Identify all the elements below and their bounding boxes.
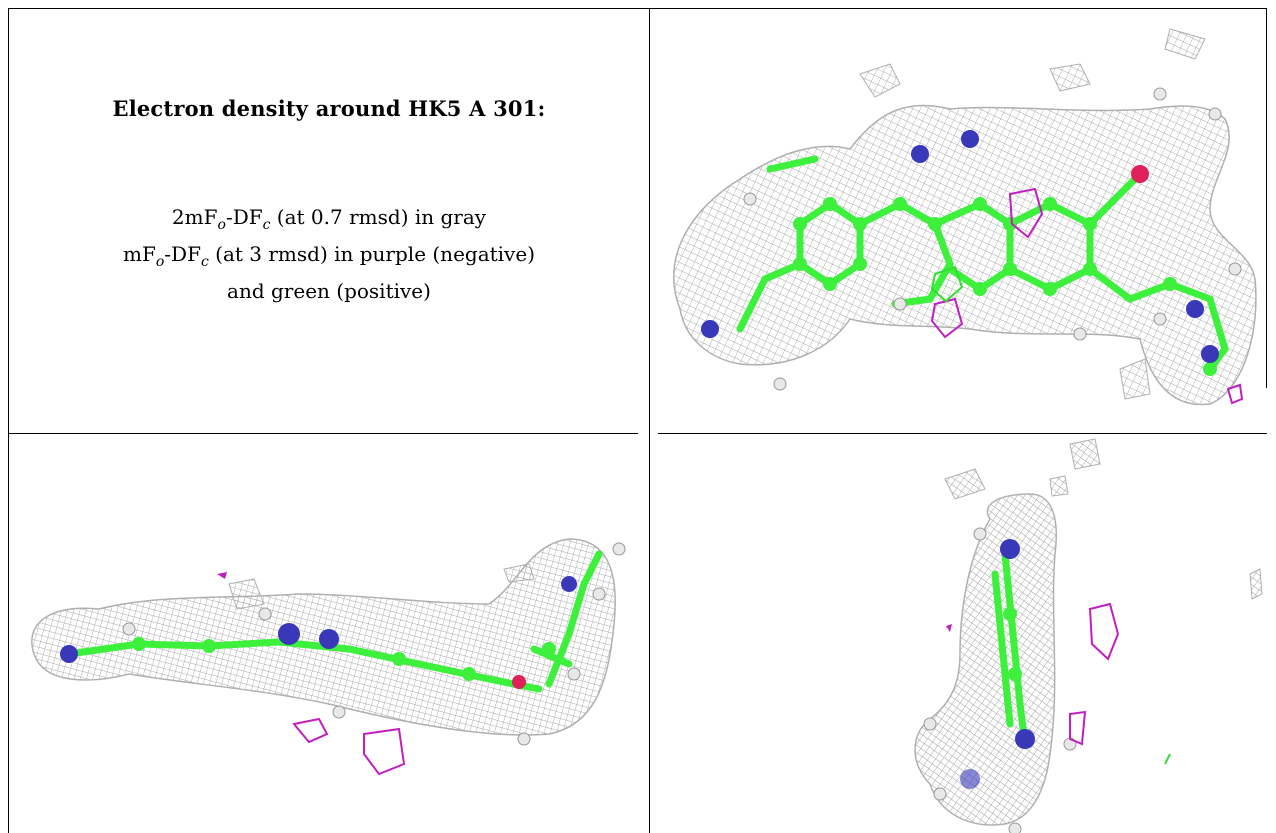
ligand-atoms — [701, 87, 1242, 391]
table-border-mid-right — [658, 433, 1267, 434]
negative-density-blob — [363, 727, 406, 776]
table-border-left — [8, 8, 9, 833]
top-view-image — [914, 438, 1263, 833]
negative-density-blob — [1008, 187, 1044, 239]
negative-density-blob — [946, 624, 952, 632]
negative-density-blob — [1069, 710, 1087, 746]
figure-table: Electron density around HK5 A 301: 2mFo-… — [8, 8, 1267, 833]
legend-line-2fo-fc: 2mFo-DFc (at 0.7 rmsd) in gray — [171, 205, 487, 233]
side-view-image — [31, 538, 626, 776]
legend-line-fo-fc: mFo-DFc (at 3 rmsd) in purple (negative) — [123, 242, 535, 270]
table-border-middle — [649, 8, 650, 833]
ligand-bonds — [65, 550, 603, 693]
negative-density-blob — [217, 572, 227, 579]
table-border-mid-left — [8, 433, 638, 434]
legend-line-positive: and green (positive) — [227, 279, 431, 303]
density-mesh — [672, 104, 1257, 406]
table-border-top — [8, 8, 1267, 9]
caption-title: Electron density around HK5 A 301: — [112, 96, 546, 121]
ligand-atoms — [923, 527, 1077, 833]
negative-density-blob — [1226, 383, 1244, 405]
density-mesh — [914, 493, 1057, 826]
positive-density-blob — [1164, 753, 1171, 765]
ligand-bonds — [991, 550, 1029, 748]
ligand-atoms — [60, 542, 626, 746]
density-view-side — [9, 434, 649, 833]
table-border-right — [1266, 8, 1267, 388]
negative-density-blob — [292, 717, 329, 744]
front-view-image — [672, 28, 1257, 406]
negative-density-blob — [1088, 602, 1120, 661]
density-view-top — [650, 434, 1266, 833]
density-view-front — [650, 9, 1266, 433]
positive-density-blob — [930, 265, 964, 303]
caption-cell: Electron density around HK5 A 301: 2mFo-… — [9, 9, 649, 433]
caption-legend: 2mFo-DFc (at 0.7 rmsd) in gray mFo-DFc (… — [123, 203, 535, 306]
negative-density-blob — [930, 297, 964, 339]
